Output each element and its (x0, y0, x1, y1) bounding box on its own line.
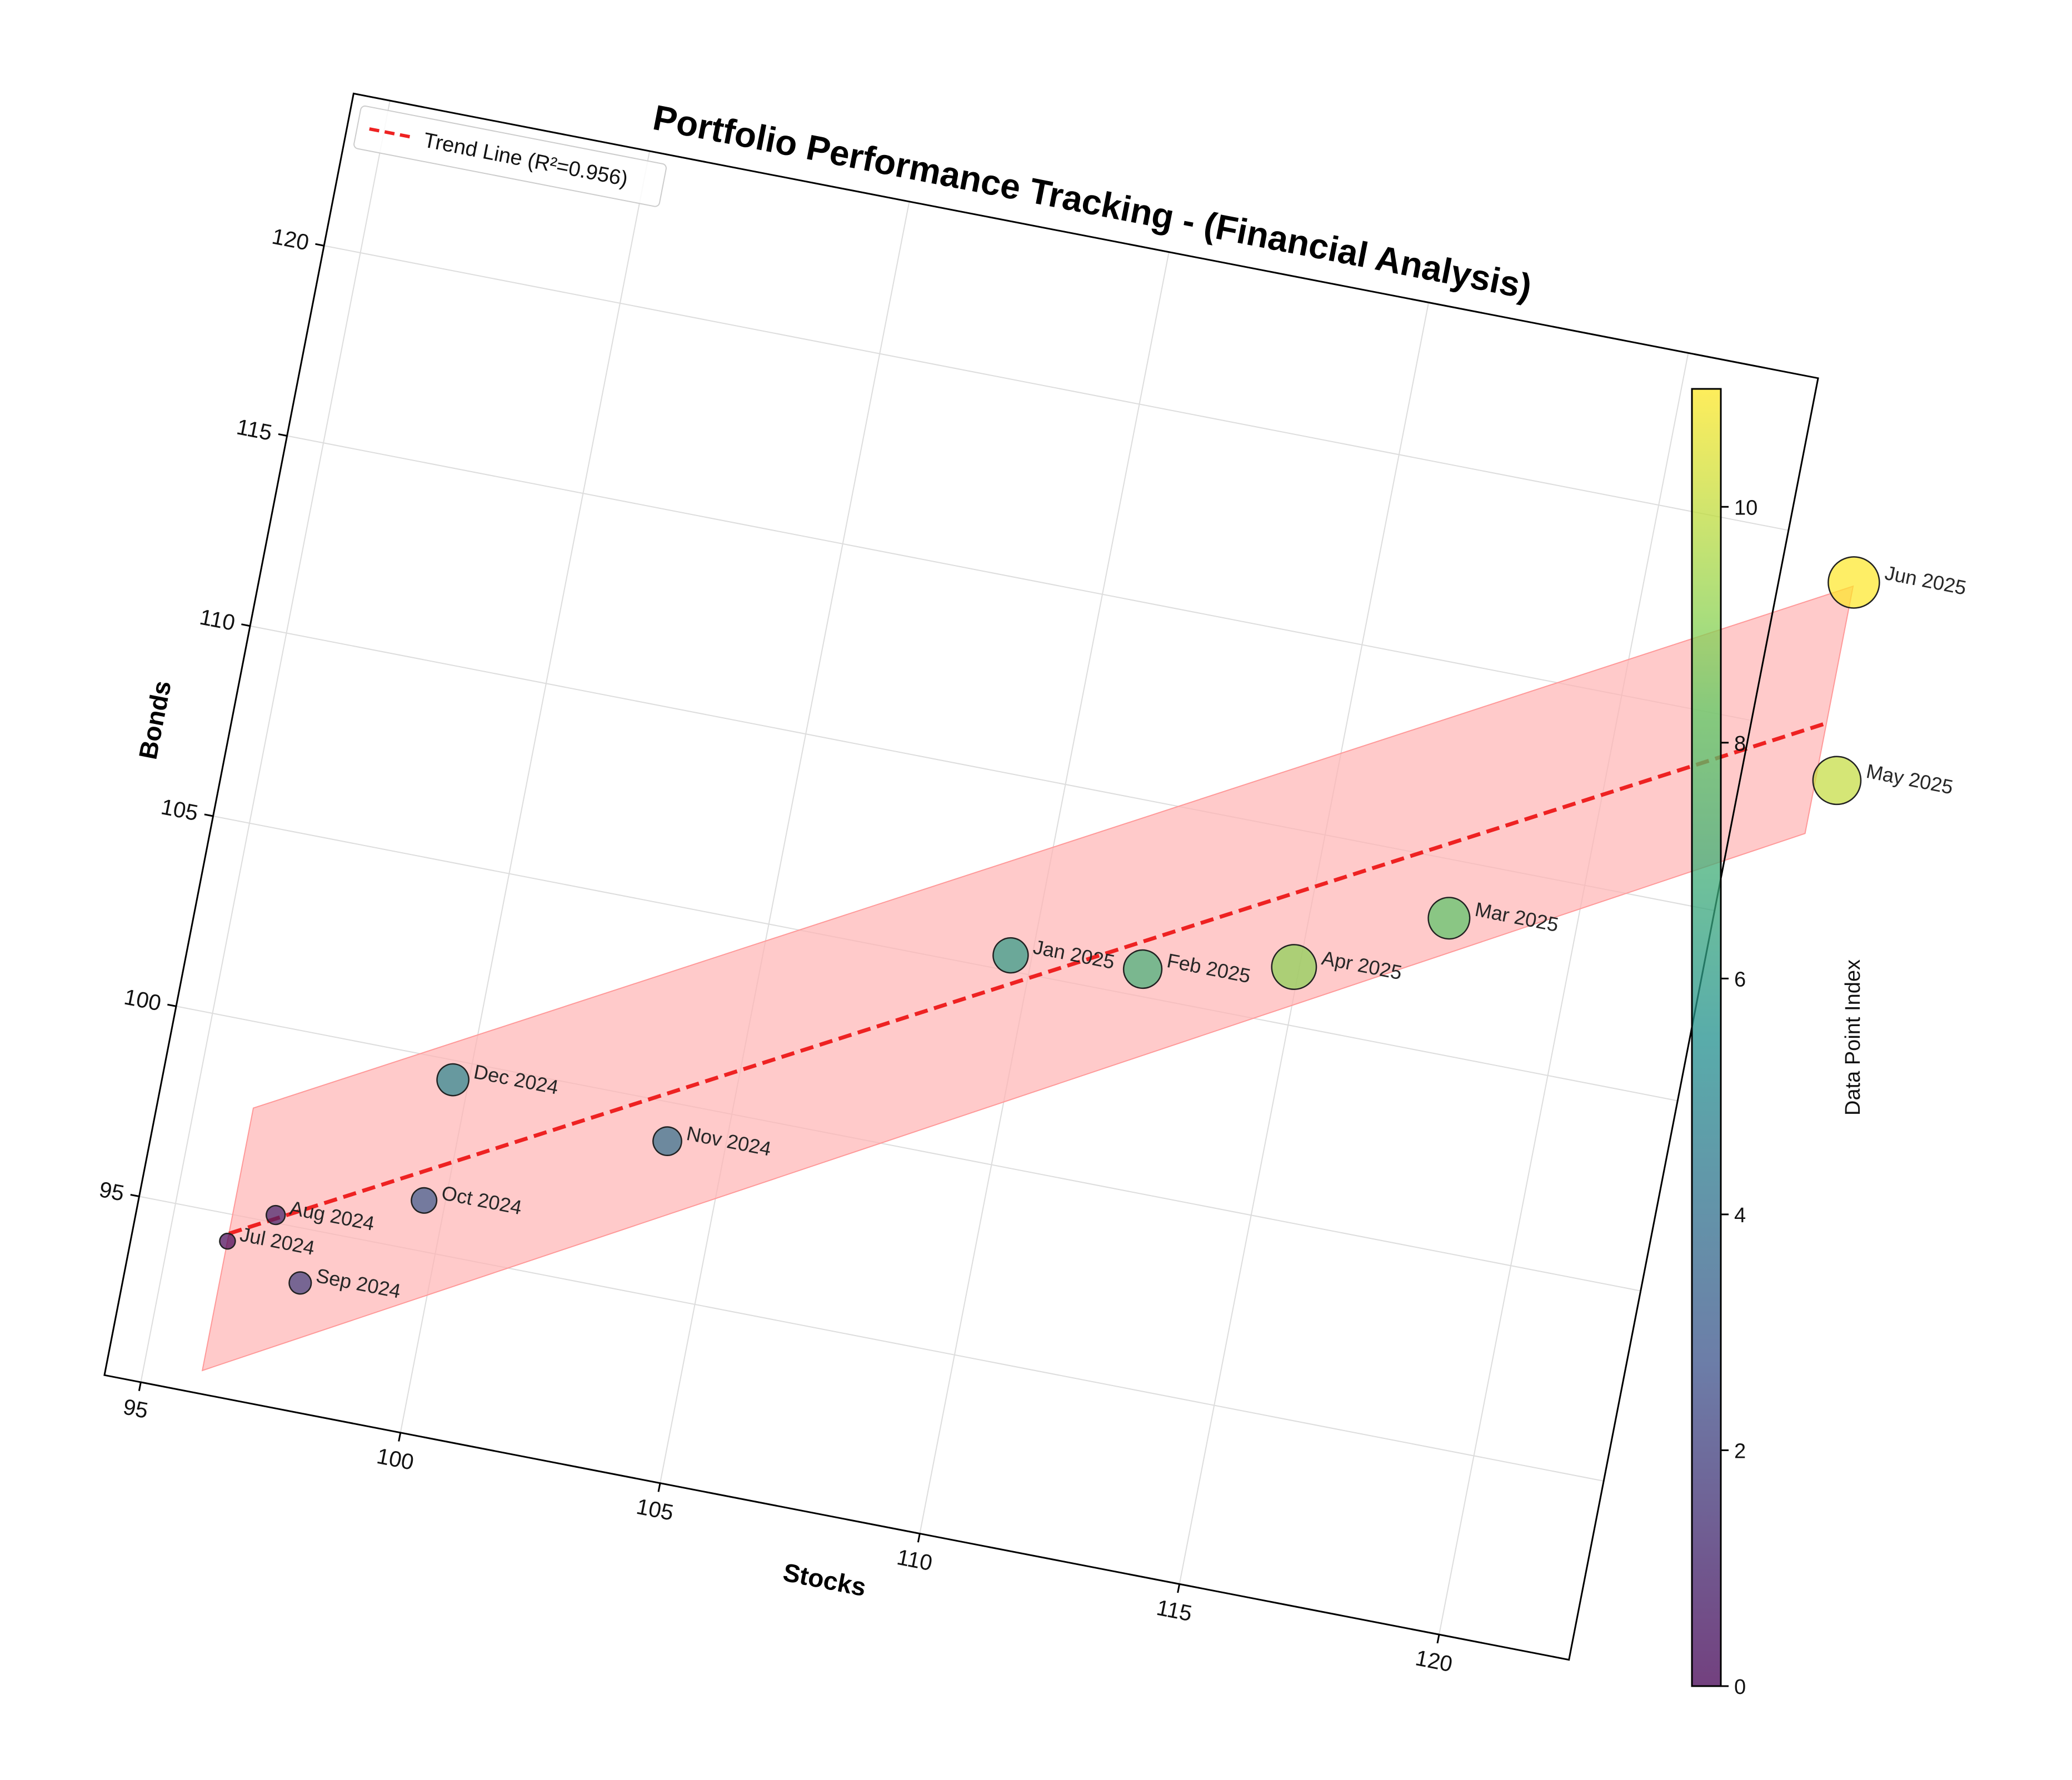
legend: Trend Line (R²=0.956) (353, 105, 667, 207)
y-tick-label: 120 (270, 224, 311, 256)
y-tick-mark (241, 623, 251, 627)
x-tick-label: 120 (1414, 1646, 1455, 1677)
data-point (1427, 897, 1471, 940)
data-point (288, 1271, 312, 1295)
legend-box (353, 105, 667, 207)
point-label: May 2025 (1864, 759, 1955, 798)
y-tick-mark (130, 1194, 139, 1198)
grid-line-x (140, 100, 391, 1383)
data-point (992, 937, 1029, 974)
x-tick-mark (138, 1382, 142, 1391)
colorbar: 0 2 4 6 8 10 Data Point Index (1691, 388, 1865, 1699)
x-axis-label: Stocks (781, 1557, 868, 1602)
colorbar-tick-label: 6 (1734, 968, 1746, 991)
data-point (1828, 556, 1880, 609)
y-tick-label: 100 (122, 985, 163, 1016)
data-point (411, 1187, 438, 1214)
x-tick-label: 115 (1155, 1596, 1194, 1626)
colorbar-label: Data Point Index (1841, 959, 1865, 1116)
data-points (219, 556, 1880, 1295)
x-tick-mark (657, 1483, 661, 1492)
x-tick-label: 100 (375, 1444, 416, 1475)
x-tick-label: 110 (895, 1545, 934, 1576)
colorbar-tick-label: 4 (1734, 1204, 1746, 1227)
grid-line-x (1438, 353, 1689, 1635)
y-tick-label: 105 (159, 794, 200, 826)
y-tick-mark (204, 813, 213, 817)
y-tick-mark (315, 243, 324, 247)
grid-line-x (660, 201, 910, 1483)
colorbar-tick-label: 10 (1734, 496, 1758, 519)
colorbar-tick-label: 8 (1734, 732, 1746, 756)
colorbar-gradient (1691, 388, 1722, 1687)
y-tick-mark (167, 1003, 177, 1007)
grid-line-y (287, 435, 1752, 721)
data-point (1122, 949, 1163, 989)
y-tick-label: 110 (198, 605, 237, 636)
y-tick-label: 95 (97, 1177, 126, 1206)
x-tick-mark (1177, 1584, 1181, 1593)
chart-title: Portfolio Performance Tracking - (Financ… (650, 97, 1535, 307)
data-point (436, 1063, 470, 1097)
data-point (1812, 756, 1862, 806)
data-point (219, 1232, 236, 1250)
grid-line-y (323, 245, 1789, 531)
colorbar-tick-label: 0 (1734, 1676, 1746, 1699)
colorbar-ticks: 0 2 4 6 8 10 (1721, 496, 1758, 1699)
data-point (1271, 944, 1317, 991)
data-point (652, 1126, 682, 1157)
x-tick-label: 95 (121, 1394, 150, 1423)
x-tick-label: 105 (635, 1494, 676, 1526)
data-point (266, 1204, 286, 1226)
x-tick-mark (1436, 1634, 1440, 1644)
legend-trend-swatch (369, 127, 413, 139)
x-tick-mark (398, 1432, 402, 1442)
y-tick-label: 115 (234, 414, 274, 445)
colorbar-tick-label: 2 (1734, 1439, 1746, 1463)
point-label: Jun 2025 (1883, 561, 1968, 599)
x-tick-mark (917, 1533, 921, 1543)
y-axis-label: Bonds (133, 678, 176, 762)
y-tick-mark (278, 433, 287, 437)
